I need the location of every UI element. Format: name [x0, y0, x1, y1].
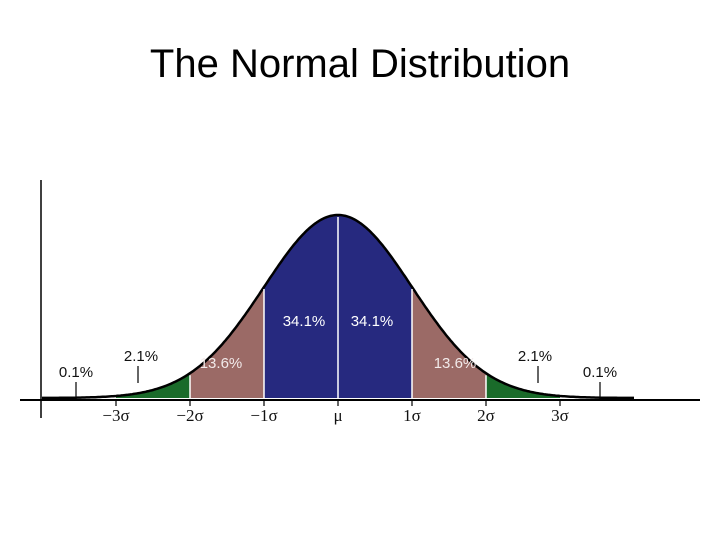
- x-ticks: −3σ −2σ −1σ μ 1σ 2σ 3σ: [102, 400, 569, 425]
- region-2: [264, 215, 338, 398]
- region-percent-label: 2.1%: [124, 348, 158, 365]
- x-tick-label: −2σ: [176, 406, 203, 425]
- region-0: [116, 373, 190, 398]
- region-percent-label: 13.6%: [200, 355, 243, 372]
- tail-percent-label: 0.1%: [583, 364, 617, 381]
- x-tick-label: −3σ: [102, 406, 129, 425]
- region-5: [486, 373, 560, 398]
- x-tick-label: 1σ: [403, 406, 421, 425]
- x-tick-label: −1σ: [250, 406, 277, 425]
- region-percent-label: 13.6%: [434, 355, 477, 372]
- region-percent-label: 34.1%: [283, 313, 326, 330]
- bell-curve: [42, 213, 634, 400]
- x-tick-label: 2σ: [477, 406, 495, 425]
- x-tick-label: μ: [333, 406, 342, 425]
- page-title: The Normal Distribution: [149, 42, 571, 86]
- tail-percent-label: 0.1%: [59, 364, 93, 381]
- x-tick-label: 3σ: [551, 406, 569, 425]
- divider-lines: [189, 217, 487, 398]
- region-3: [338, 215, 412, 398]
- percent-labels: 2.1% 13.6% 34.1% 34.1% 13.6% 2.1% 0.1% 0.1%: [59, 313, 617, 398]
- region-percent-label: 34.1%: [351, 313, 394, 330]
- region-percent-label: 2.1%: [518, 348, 552, 365]
